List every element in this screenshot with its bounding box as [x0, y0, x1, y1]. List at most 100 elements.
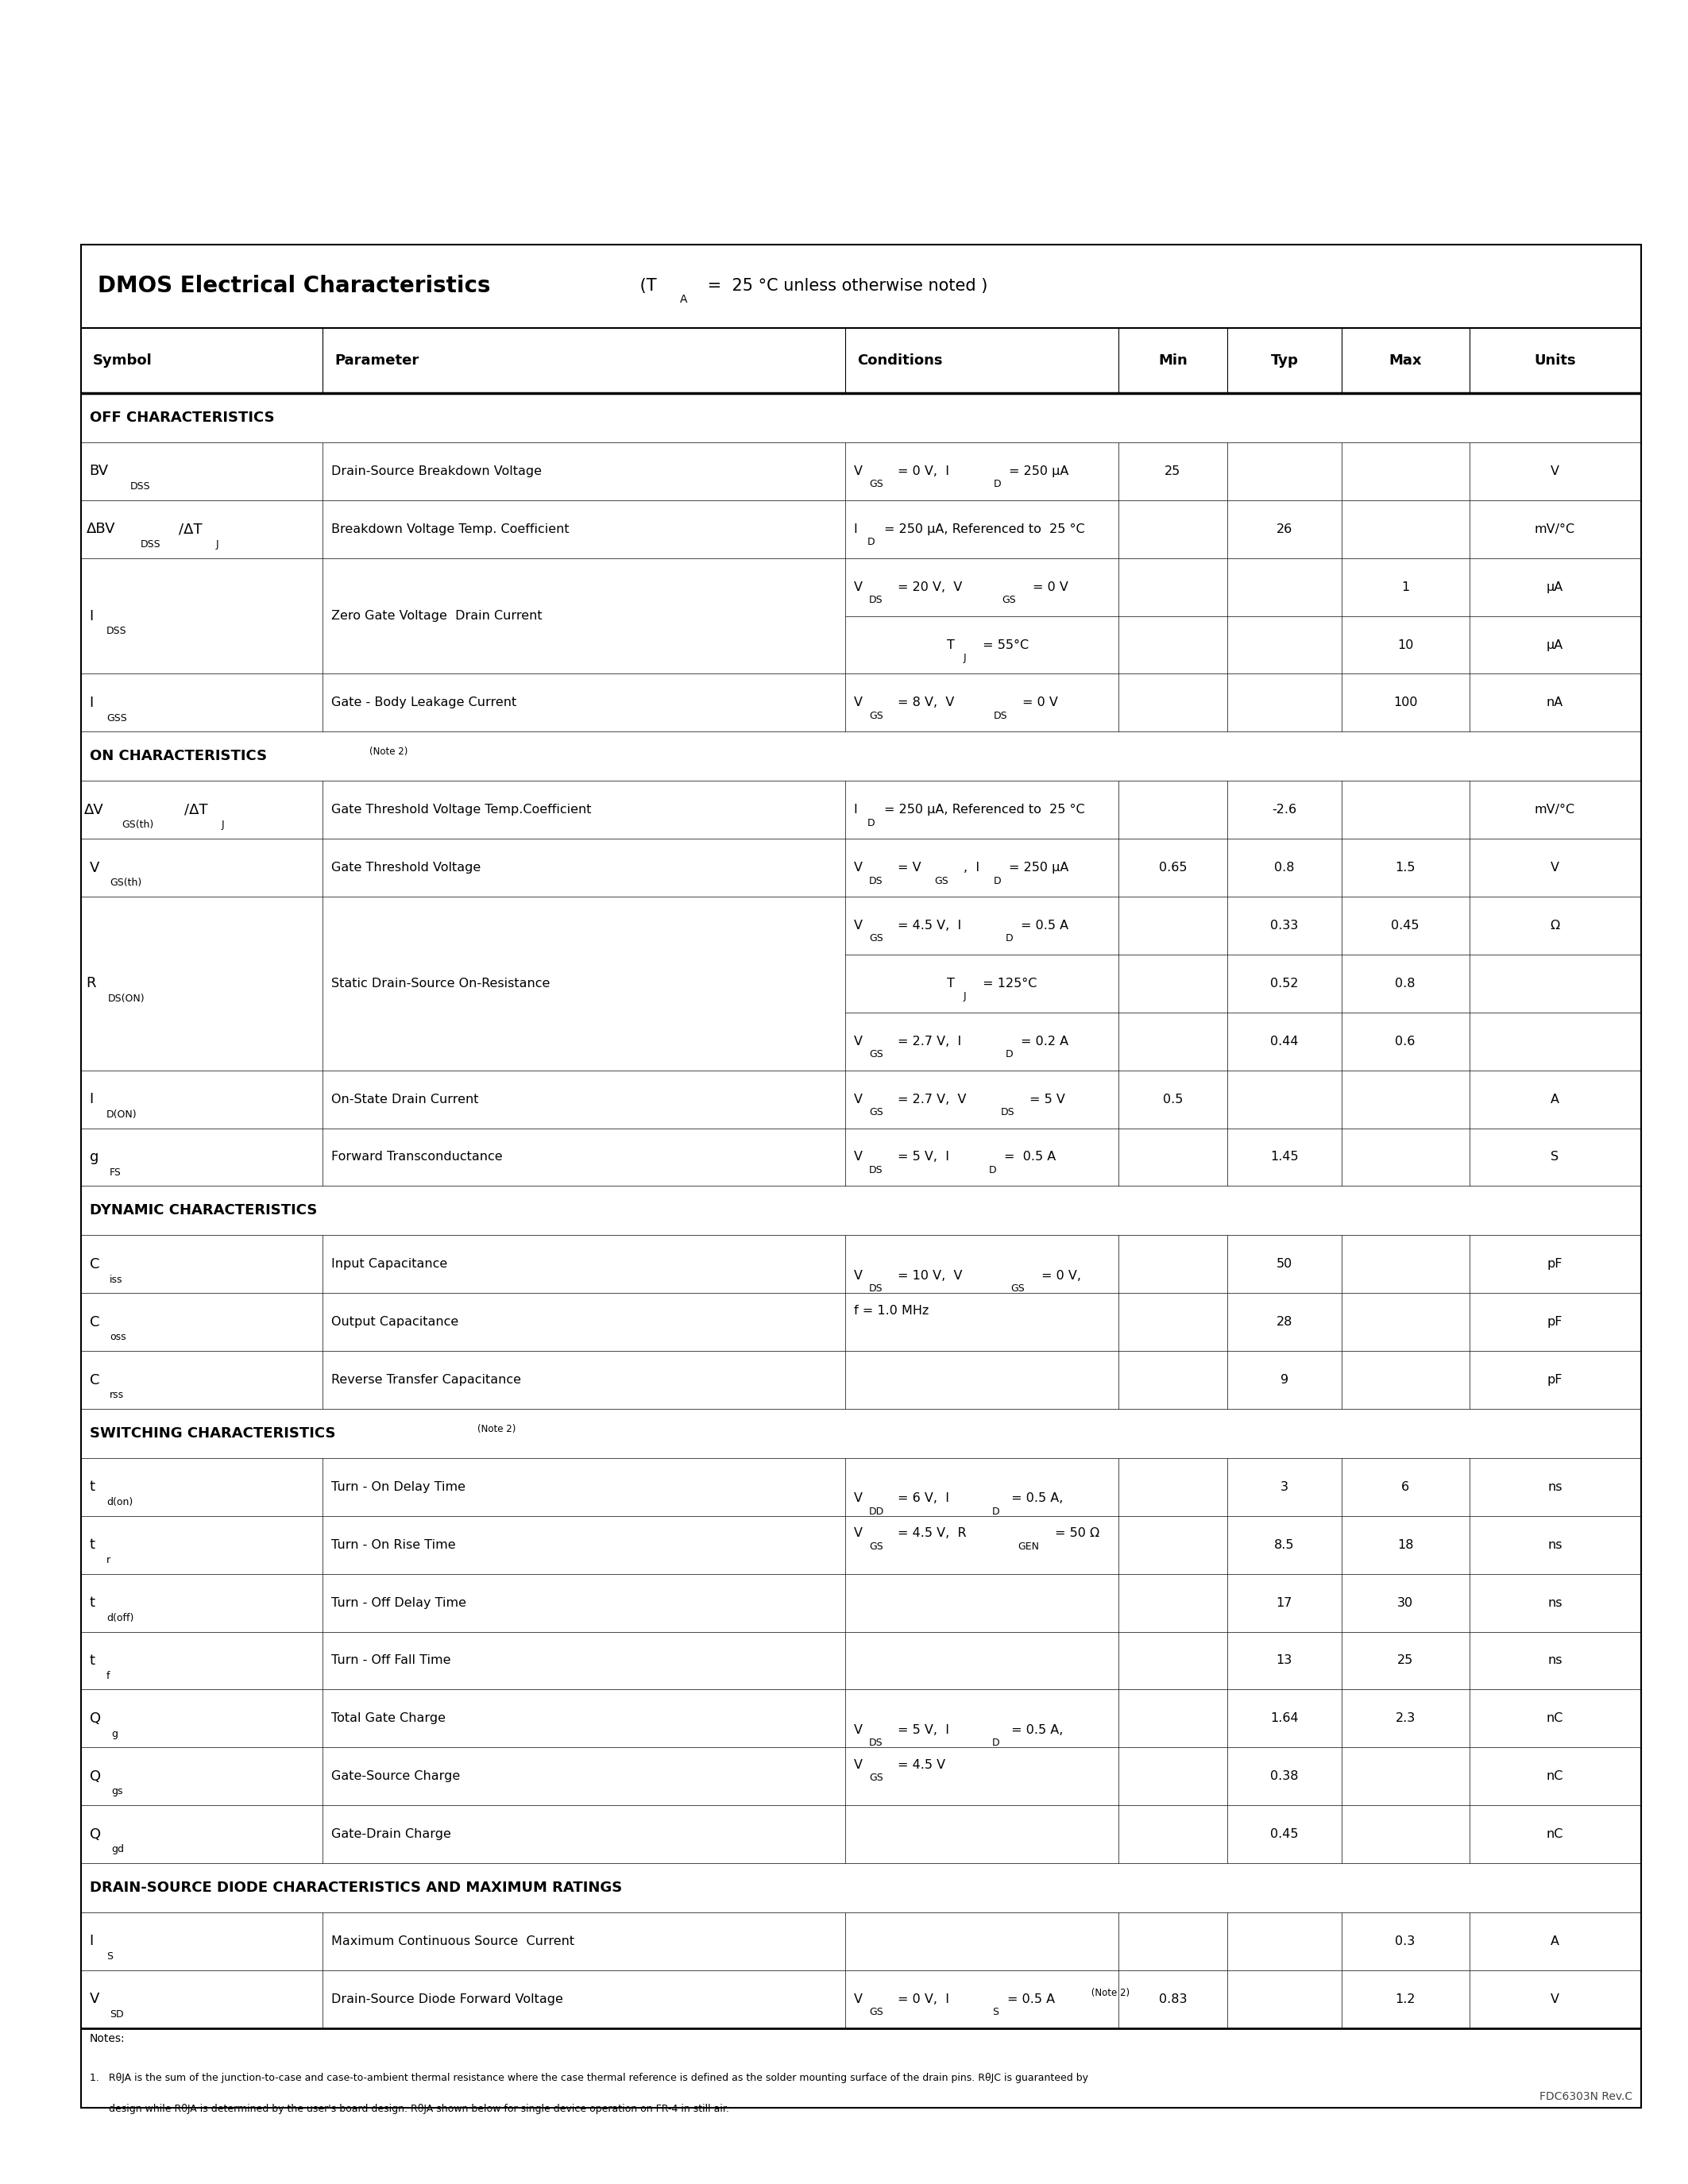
Text: GSS: GSS [106, 712, 127, 723]
Text: 0.52: 0.52 [1271, 978, 1298, 989]
Text: Output Capacitance: Output Capacitance [331, 1317, 459, 1328]
Text: Gate Threshold Voltage: Gate Threshold Voltage [331, 863, 481, 874]
Text: DS: DS [869, 1164, 883, 1175]
Text: 18: 18 [1398, 1540, 1413, 1551]
Text: pF: pF [1548, 1258, 1563, 1271]
Text: Q: Q [89, 1712, 101, 1725]
Text: V: V [854, 919, 863, 933]
Text: V: V [854, 1994, 863, 2005]
Text: = 6 V,  I: = 6 V, I [898, 1492, 949, 1505]
Text: = 4.5 V,  R: = 4.5 V, R [898, 1527, 967, 1540]
Text: DD: DD [869, 1507, 885, 1516]
Text: t: t [89, 1597, 95, 1610]
Text: oss: oss [110, 1332, 127, 1343]
Text: Reverse Transfer Capacitance: Reverse Transfer Capacitance [331, 1374, 522, 1387]
Text: Gate Threshold Voltage Temp.Coefficient: Gate Threshold Voltage Temp.Coefficient [331, 804, 591, 817]
Text: r: r [106, 1555, 110, 1566]
Text: J: J [964, 992, 966, 1002]
Text: = 250 μA, Referenced to  25 °C: = 250 μA, Referenced to 25 °C [885, 524, 1085, 535]
Text: 0.8: 0.8 [1274, 863, 1295, 874]
Text: Forward Transconductance: Forward Transconductance [331, 1151, 503, 1164]
Text: =  0.5 A: = 0.5 A [1004, 1151, 1055, 1164]
Text: T: T [947, 978, 954, 989]
Text: 0.33: 0.33 [1271, 919, 1298, 933]
Text: = 250 μA: = 250 μA [1009, 863, 1069, 874]
Text: V: V [854, 1094, 863, 1105]
Text: = 0.2 A: = 0.2 A [1021, 1035, 1069, 1048]
Text: = 20 V,  V: = 20 V, V [898, 581, 962, 594]
Text: 50: 50 [1276, 1258, 1293, 1271]
Text: V: V [89, 1992, 100, 2007]
Text: GS: GS [1003, 594, 1016, 605]
Text: Units: Units [1534, 354, 1577, 367]
Text: design while RθJA is determined by the user's board design. RθJA shown below for: design while RθJA is determined by the u… [89, 2103, 729, 2114]
Text: = 0 V,: = 0 V, [1041, 1269, 1080, 1282]
Text: Turn - On Rise Time: Turn - On Rise Time [331, 1540, 456, 1551]
Text: D: D [989, 1164, 996, 1175]
Text: I: I [89, 609, 93, 622]
Text: = 2.7 V,  V: = 2.7 V, V [898, 1094, 966, 1105]
Text: mV/°C: mV/°C [1534, 524, 1575, 535]
Text: A: A [680, 293, 687, 306]
Text: Typ: Typ [1271, 354, 1298, 367]
Text: Turn - Off Fall Time: Turn - Off Fall Time [331, 1655, 451, 1666]
Text: S: S [106, 1952, 113, 1961]
Text: V: V [854, 697, 863, 710]
Text: GEN: GEN [1018, 1542, 1038, 1551]
Text: -2.6: -2.6 [1273, 804, 1296, 817]
Text: V: V [854, 1151, 863, 1164]
Text: 1.5: 1.5 [1394, 863, 1415, 874]
Text: (Note 2): (Note 2) [370, 747, 407, 758]
Text: = 0.5 A: = 0.5 A [1008, 1994, 1055, 2005]
Bar [81, 245, 1641, 2108]
Text: 26: 26 [1276, 524, 1293, 535]
Text: SD: SD [110, 2009, 123, 2020]
Text: Min: Min [1158, 354, 1187, 367]
Text: 0.44: 0.44 [1271, 1035, 1298, 1048]
Text: 0.65: 0.65 [1158, 863, 1187, 874]
Text: nC: nC [1546, 1712, 1563, 1725]
Text: V: V [854, 465, 863, 478]
Text: GS: GS [869, 478, 883, 489]
Text: 17: 17 [1276, 1597, 1293, 1610]
Text: GS: GS [935, 876, 949, 887]
Text: 0.45: 0.45 [1271, 1828, 1298, 1841]
Text: DS: DS [869, 1284, 883, 1293]
Text: D(ON): D(ON) [106, 1109, 137, 1120]
Text: Max: Max [1389, 354, 1421, 367]
Text: V: V [854, 1723, 863, 1736]
Text: = 4.5 V: = 4.5 V [898, 1758, 945, 1771]
Text: V: V [854, 1527, 863, 1540]
Text: Static Drain-Source On-Resistance: Static Drain-Source On-Resistance [331, 978, 550, 989]
Text: = 5 V,  I: = 5 V, I [898, 1151, 949, 1164]
Text: f: f [106, 1671, 110, 1682]
Text: T: T [947, 640, 954, 651]
Text: V: V [854, 1035, 863, 1048]
Text: V: V [854, 581, 863, 594]
Text: ns: ns [1548, 1597, 1563, 1610]
Text: ns: ns [1548, 1540, 1563, 1551]
Text: 3: 3 [1281, 1481, 1288, 1494]
Text: rss: rss [110, 1389, 125, 1400]
Text: C: C [89, 1315, 100, 1330]
Text: = 55°C: = 55°C [979, 640, 1028, 651]
Text: Parameter: Parameter [334, 354, 419, 367]
Text: = 4.5 V,  I: = 4.5 V, I [898, 919, 962, 933]
Text: Input Capacitance: Input Capacitance [331, 1258, 447, 1271]
Text: BV: BV [89, 465, 108, 478]
Text: GS(th): GS(th) [110, 878, 142, 889]
Text: DYNAMIC CHARACTERISTICS: DYNAMIC CHARACTERISTICS [89, 1203, 317, 1219]
Text: μA: μA [1546, 640, 1563, 651]
Text: (Note 2): (Note 2) [478, 1424, 517, 1435]
Text: nA: nA [1546, 697, 1563, 710]
Text: nC: nC [1546, 1771, 1563, 1782]
Text: 30: 30 [1398, 1597, 1413, 1610]
Text: gd: gd [111, 1843, 125, 1854]
Text: On-State Drain Current: On-State Drain Current [331, 1094, 479, 1105]
Text: J: J [964, 653, 966, 664]
Text: Drain-Source Breakdown Voltage: Drain-Source Breakdown Voltage [331, 465, 542, 478]
Text: g: g [89, 1151, 98, 1164]
Text: 0.5: 0.5 [1163, 1094, 1183, 1105]
Text: = 50 Ω: = 50 Ω [1055, 1527, 1099, 1540]
Text: (T: (T [635, 277, 657, 295]
